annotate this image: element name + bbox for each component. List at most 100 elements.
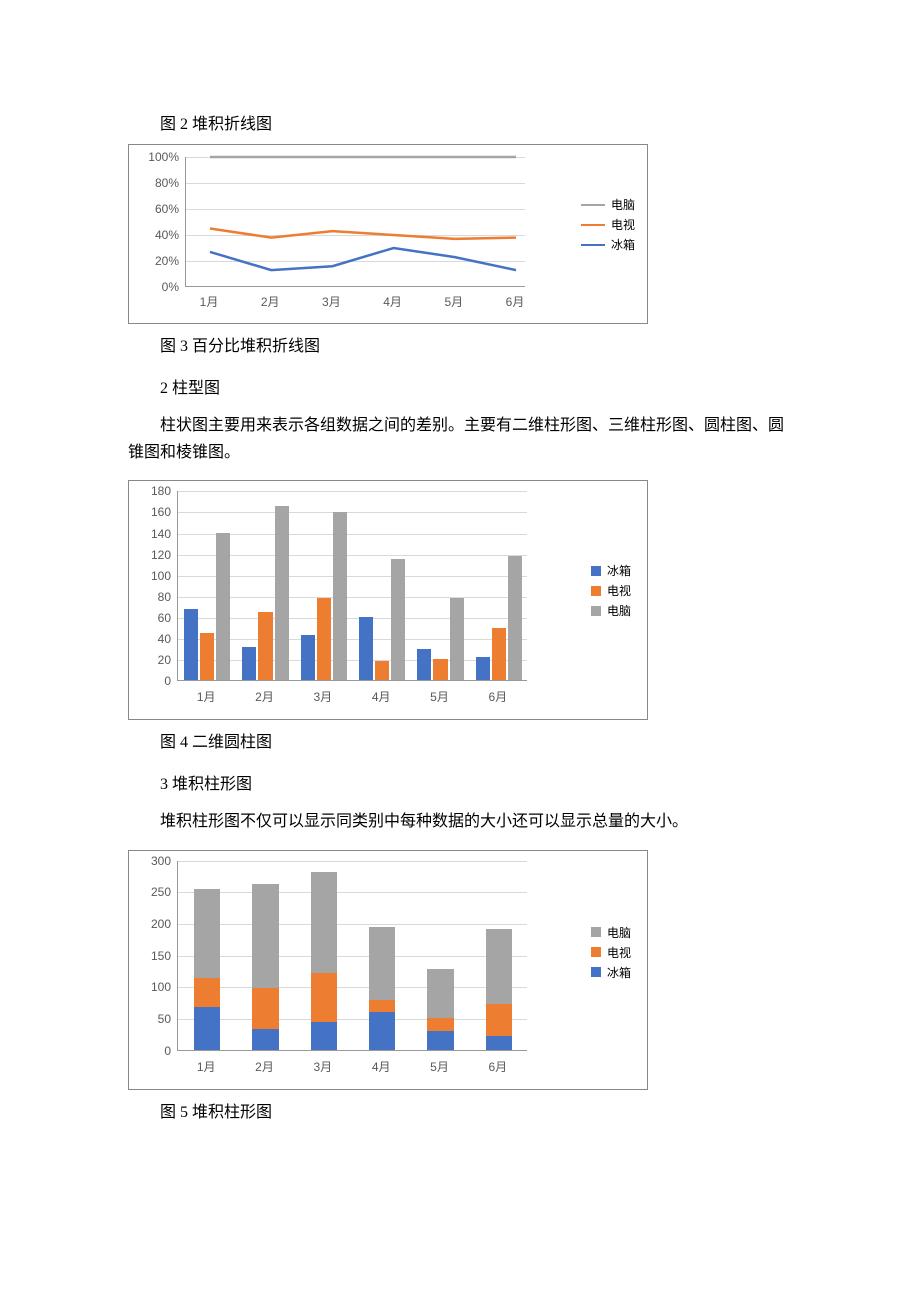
legend-label: 冰箱 bbox=[607, 562, 631, 579]
y-axis-label: 160 bbox=[135, 505, 171, 519]
legend-swatch-icon bbox=[591, 947, 601, 957]
x-axis-label: 6月 bbox=[483, 1058, 513, 1075]
bar-pc bbox=[333, 512, 347, 681]
paragraph-bar-desc: 柱状图主要用来表示各组数据之间的差别。主要有二维柱形图、三维柱形图、圆柱图、圆锥… bbox=[128, 412, 792, 466]
legend-line-icon bbox=[581, 224, 605, 226]
x-axis-label: 2月 bbox=[250, 688, 280, 705]
legend-label: 电视 bbox=[607, 944, 631, 961]
stacked-bar-chart: 电脑电视冰箱 0501001502002503001月2月3月4月5月6月 bbox=[128, 850, 648, 1090]
legend-item: 电脑 bbox=[591, 924, 631, 941]
x-axis-label: 4月 bbox=[366, 1058, 396, 1075]
x-axis-label: 4月 bbox=[366, 688, 396, 705]
legend-swatch-icon bbox=[591, 927, 601, 937]
stack-segment-fridge bbox=[486, 1036, 512, 1050]
caption-fig4: 图 4 二维圆柱图 bbox=[128, 728, 792, 752]
bar-tv bbox=[375, 661, 389, 680]
legend-label: 电脑 bbox=[607, 924, 631, 941]
y-axis-label: 20 bbox=[135, 653, 171, 667]
stack-segment-tv bbox=[486, 1004, 512, 1036]
stack-segment-tv bbox=[427, 1018, 453, 1031]
stack-segment-pc bbox=[486, 929, 512, 1004]
x-axis-label: 5月 bbox=[425, 688, 455, 705]
bar-tv bbox=[492, 628, 506, 681]
stack-segment-fridge bbox=[427, 1031, 453, 1050]
y-axis-label: 100% bbox=[139, 150, 179, 164]
chart-legend: 冰箱电视电脑 bbox=[591, 559, 631, 622]
x-axis-label: 4月 bbox=[378, 293, 408, 310]
y-axis-label: 60% bbox=[139, 202, 179, 216]
y-axis-label: 20% bbox=[139, 254, 179, 268]
stack-segment-fridge bbox=[252, 1029, 278, 1049]
stack-segment-pc bbox=[194, 889, 220, 978]
bar-tv bbox=[317, 598, 331, 680]
legend-swatch-icon bbox=[591, 606, 601, 616]
y-axis-label: 0 bbox=[135, 1044, 171, 1058]
stack-segment-fridge bbox=[194, 1007, 220, 1050]
y-axis-label: 150 bbox=[135, 949, 171, 963]
legend-item: 电脑 bbox=[581, 196, 635, 213]
stack-segment-fridge bbox=[311, 1022, 337, 1049]
x-axis-label: 5月 bbox=[425, 1058, 455, 1075]
x-axis-label: 2月 bbox=[250, 1058, 280, 1075]
y-axis-label: 250 bbox=[135, 885, 171, 899]
x-axis-label: 3月 bbox=[316, 293, 346, 310]
bar-tv bbox=[433, 659, 447, 680]
y-axis-label: 180 bbox=[135, 484, 171, 498]
legend-item: 电视 bbox=[591, 582, 631, 599]
legend-item: 电视 bbox=[591, 944, 631, 961]
x-axis-label: 1月 bbox=[194, 293, 224, 310]
legend-line-icon bbox=[581, 244, 605, 246]
x-axis-label: 5月 bbox=[439, 293, 469, 310]
bar-fridge bbox=[301, 635, 315, 680]
line-series-tv bbox=[210, 229, 516, 239]
bar-fridge bbox=[359, 617, 373, 680]
y-axis-label: 120 bbox=[135, 548, 171, 562]
y-axis-label: 100 bbox=[135, 980, 171, 994]
y-axis-label: 80% bbox=[139, 176, 179, 190]
bar-fridge bbox=[184, 609, 198, 681]
legend-swatch-icon bbox=[591, 586, 601, 596]
x-axis-label: 3月 bbox=[308, 688, 338, 705]
legend-label: 电脑 bbox=[611, 196, 635, 213]
chart-legend: 电脑电视冰箱 bbox=[591, 921, 631, 984]
y-axis-label: 50 bbox=[135, 1012, 171, 1026]
stack-segment-tv bbox=[194, 978, 220, 1007]
x-axis-label: 1月 bbox=[191, 1058, 221, 1075]
legend-item: 电视 bbox=[581, 216, 635, 233]
y-axis-label: 80 bbox=[135, 590, 171, 604]
y-axis-label: 300 bbox=[135, 854, 171, 868]
y-axis-label: 100 bbox=[135, 569, 171, 583]
bar-tv bbox=[200, 633, 214, 681]
legend-item: 冰箱 bbox=[591, 562, 631, 579]
bar-fridge bbox=[476, 657, 490, 680]
legend-label: 冰箱 bbox=[611, 236, 635, 253]
y-axis-label: 0% bbox=[139, 280, 179, 294]
percent-line-chart: 电脑电视冰箱 0%20%40%60%80%100%1月2月3月4月5月6月 bbox=[128, 144, 648, 324]
stack-segment-pc bbox=[252, 884, 278, 989]
stack-segment-fridge bbox=[369, 1012, 395, 1050]
bar-pc bbox=[275, 506, 289, 680]
bar-tv bbox=[258, 612, 272, 681]
x-axis-label: 6月 bbox=[483, 688, 513, 705]
document-page: 图 2 堆积折线图 电脑电视冰箱 0%20%40%60%80%100%1月2月3… bbox=[0, 0, 920, 1212]
legend-swatch-icon bbox=[591, 566, 601, 576]
legend-item: 冰箱 bbox=[581, 236, 635, 253]
x-axis-label: 2月 bbox=[255, 293, 285, 310]
paragraph-stack-desc: 堆积柱形图不仅可以显示同类别中每种数据的大小还可以显示总量的大小。 bbox=[128, 808, 792, 835]
bar-fridge bbox=[417, 649, 431, 681]
stack-segment-tv bbox=[311, 973, 337, 1022]
bar-pc bbox=[391, 559, 405, 680]
bar-pc bbox=[216, 533, 230, 681]
legend-item: 冰箱 bbox=[591, 964, 631, 981]
bar-fridge bbox=[242, 647, 256, 681]
stack-segment-pc bbox=[427, 969, 453, 1018]
x-axis-label: 3月 bbox=[308, 1058, 338, 1075]
line-series-fridge bbox=[210, 248, 516, 270]
stack-segment-tv bbox=[252, 988, 278, 1029]
stack-segment-pc bbox=[311, 872, 337, 973]
legend-label: 电视 bbox=[607, 582, 631, 599]
stack-segment-pc bbox=[369, 927, 395, 1000]
y-axis-label: 140 bbox=[135, 527, 171, 541]
bar-pc bbox=[450, 598, 464, 680]
chart-legend: 电脑电视冰箱 bbox=[581, 193, 635, 256]
